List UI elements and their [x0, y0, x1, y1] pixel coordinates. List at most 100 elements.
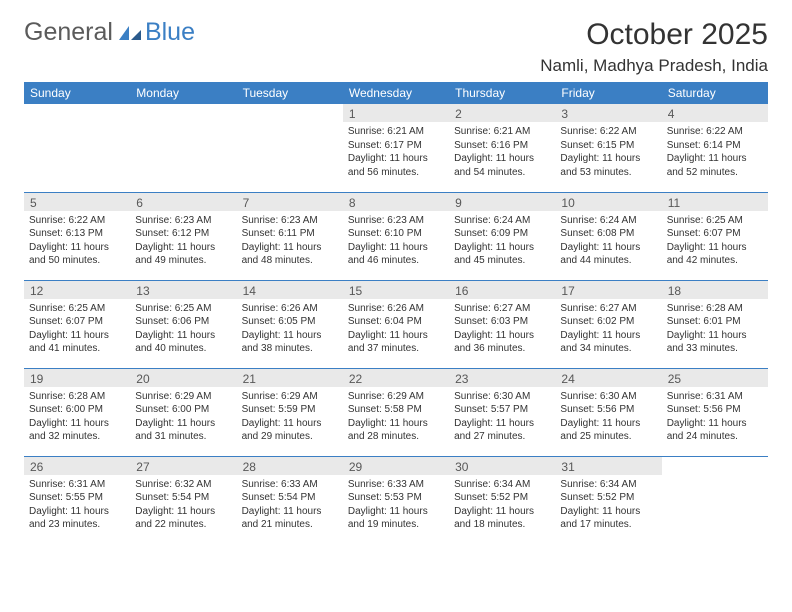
calendar-cell: 21Sunrise: 6:29 AMSunset: 5:59 PMDayligh… [237, 368, 343, 456]
day-number: 14 [237, 281, 343, 299]
calendar-cell: 14Sunrise: 6:26 AMSunset: 6:05 PMDayligh… [237, 280, 343, 368]
day-details: Sunrise: 6:33 AMSunset: 5:53 PMDaylight:… [343, 475, 449, 536]
calendar-week: 5Sunrise: 6:22 AMSunset: 6:13 PMDaylight… [24, 192, 768, 280]
day-number: 8 [343, 193, 449, 211]
day-details: Sunrise: 6:22 AMSunset: 6:14 PMDaylight:… [662, 122, 768, 183]
day-number: 26 [24, 457, 130, 475]
location: Namli, Madhya Pradesh, India [540, 56, 768, 76]
calendar-cell: 30Sunrise: 6:34 AMSunset: 5:52 PMDayligh… [449, 456, 555, 544]
calendar-cell: 9Sunrise: 6:24 AMSunset: 6:09 PMDaylight… [449, 192, 555, 280]
calendar-cell: 10Sunrise: 6:24 AMSunset: 6:08 PMDayligh… [555, 192, 661, 280]
day-details: Sunrise: 6:26 AMSunset: 6:05 PMDaylight:… [237, 299, 343, 360]
day-number: 4 [662, 104, 768, 122]
calendar-cell: 26Sunrise: 6:31 AMSunset: 5:55 PMDayligh… [24, 456, 130, 544]
calendar-cell: 23Sunrise: 6:30 AMSunset: 5:57 PMDayligh… [449, 368, 555, 456]
calendar-cell: 20Sunrise: 6:29 AMSunset: 6:00 PMDayligh… [130, 368, 236, 456]
day-details: Sunrise: 6:21 AMSunset: 6:16 PMDaylight:… [449, 122, 555, 183]
day-header: Wednesday [343, 82, 449, 104]
day-number: 17 [555, 281, 661, 299]
day-number: 24 [555, 369, 661, 387]
day-details: Sunrise: 6:33 AMSunset: 5:54 PMDaylight:… [237, 475, 343, 536]
calendar-cell: 4Sunrise: 6:22 AMSunset: 6:14 PMDaylight… [662, 104, 768, 192]
day-details: Sunrise: 6:27 AMSunset: 6:03 PMDaylight:… [449, 299, 555, 360]
day-number: 31 [555, 457, 661, 475]
day-number: 7 [237, 193, 343, 211]
day-number: 3 [555, 104, 661, 122]
day-details: Sunrise: 6:28 AMSunset: 6:01 PMDaylight:… [662, 299, 768, 360]
logo: General Blue [24, 18, 195, 47]
calendar-cell: 24Sunrise: 6:30 AMSunset: 5:56 PMDayligh… [555, 368, 661, 456]
day-number: 12 [24, 281, 130, 299]
calendar-week: 1Sunrise: 6:21 AMSunset: 6:17 PMDaylight… [24, 104, 768, 192]
day-details: Sunrise: 6:34 AMSunset: 5:52 PMDaylight:… [449, 475, 555, 536]
calendar-cell: 6Sunrise: 6:23 AMSunset: 6:12 PMDaylight… [130, 192, 236, 280]
day-number: 9 [449, 193, 555, 211]
day-number: 11 [662, 193, 768, 211]
calendar-cell: 1Sunrise: 6:21 AMSunset: 6:17 PMDaylight… [343, 104, 449, 192]
calendar-cell: 5Sunrise: 6:22 AMSunset: 6:13 PMDaylight… [24, 192, 130, 280]
calendar-week: 12Sunrise: 6:25 AMSunset: 6:07 PMDayligh… [24, 280, 768, 368]
calendar-cell: 2Sunrise: 6:21 AMSunset: 6:16 PMDaylight… [449, 104, 555, 192]
day-details: Sunrise: 6:29 AMSunset: 5:58 PMDaylight:… [343, 387, 449, 448]
day-header: Saturday [662, 82, 768, 104]
day-details: Sunrise: 6:23 AMSunset: 6:10 PMDaylight:… [343, 211, 449, 272]
day-number: 19 [24, 369, 130, 387]
calendar-cell: 15Sunrise: 6:26 AMSunset: 6:04 PMDayligh… [343, 280, 449, 368]
calendar-cell: 28Sunrise: 6:33 AMSunset: 5:54 PMDayligh… [237, 456, 343, 544]
calendar-cell: 25Sunrise: 6:31 AMSunset: 5:56 PMDayligh… [662, 368, 768, 456]
day-details: Sunrise: 6:21 AMSunset: 6:17 PMDaylight:… [343, 122, 449, 183]
calendar-cell: 16Sunrise: 6:27 AMSunset: 6:03 PMDayligh… [449, 280, 555, 368]
calendar-cell: 19Sunrise: 6:28 AMSunset: 6:00 PMDayligh… [24, 368, 130, 456]
calendar-cell [24, 104, 130, 192]
day-number: 25 [662, 369, 768, 387]
day-details: Sunrise: 6:23 AMSunset: 6:11 PMDaylight:… [237, 211, 343, 272]
calendar-body: 1Sunrise: 6:21 AMSunset: 6:17 PMDaylight… [24, 104, 768, 544]
calendar-cell [130, 104, 236, 192]
day-details: Sunrise: 6:25 AMSunset: 6:07 PMDaylight:… [662, 211, 768, 272]
day-details: Sunrise: 6:34 AMSunset: 5:52 PMDaylight:… [555, 475, 661, 536]
day-number: 18 [662, 281, 768, 299]
day-details: Sunrise: 6:24 AMSunset: 6:08 PMDaylight:… [555, 211, 661, 272]
day-header: Sunday [24, 82, 130, 104]
calendar-cell [662, 456, 768, 544]
day-number: 5 [24, 193, 130, 211]
header: General Blue October 2025 Namli, Madhya … [24, 18, 768, 76]
calendar: SundayMondayTuesdayWednesdayThursdayFrid… [24, 82, 768, 544]
day-number: 10 [555, 193, 661, 211]
calendar-cell: 27Sunrise: 6:32 AMSunset: 5:54 PMDayligh… [130, 456, 236, 544]
day-header: Friday [555, 82, 661, 104]
calendar-cell: 29Sunrise: 6:33 AMSunset: 5:53 PMDayligh… [343, 456, 449, 544]
day-details: Sunrise: 6:22 AMSunset: 6:15 PMDaylight:… [555, 122, 661, 183]
day-details: Sunrise: 6:27 AMSunset: 6:02 PMDaylight:… [555, 299, 661, 360]
calendar-cell: 12Sunrise: 6:25 AMSunset: 6:07 PMDayligh… [24, 280, 130, 368]
day-header: Tuesday [237, 82, 343, 104]
day-number: 22 [343, 369, 449, 387]
calendar-cell: 17Sunrise: 6:27 AMSunset: 6:02 PMDayligh… [555, 280, 661, 368]
calendar-cell [237, 104, 343, 192]
calendar-cell: 31Sunrise: 6:34 AMSunset: 5:52 PMDayligh… [555, 456, 661, 544]
day-details: Sunrise: 6:29 AMSunset: 5:59 PMDaylight:… [237, 387, 343, 448]
day-details: Sunrise: 6:29 AMSunset: 6:00 PMDaylight:… [130, 387, 236, 448]
day-number: 20 [130, 369, 236, 387]
month-title: October 2025 [540, 18, 768, 52]
day-details: Sunrise: 6:32 AMSunset: 5:54 PMDaylight:… [130, 475, 236, 536]
calendar-cell: 3Sunrise: 6:22 AMSunset: 6:15 PMDaylight… [555, 104, 661, 192]
calendar-cell: 7Sunrise: 6:23 AMSunset: 6:11 PMDaylight… [237, 192, 343, 280]
day-number: 2 [449, 104, 555, 122]
day-details: Sunrise: 6:25 AMSunset: 6:06 PMDaylight:… [130, 299, 236, 360]
calendar-week: 26Sunrise: 6:31 AMSunset: 5:55 PMDayligh… [24, 456, 768, 544]
day-header-row: SundayMondayTuesdayWednesdayThursdayFrid… [24, 82, 768, 104]
day-header: Monday [130, 82, 236, 104]
day-header: Thursday [449, 82, 555, 104]
day-number: 13 [130, 281, 236, 299]
day-details: Sunrise: 6:22 AMSunset: 6:13 PMDaylight:… [24, 211, 130, 272]
calendar-week: 19Sunrise: 6:28 AMSunset: 6:00 PMDayligh… [24, 368, 768, 456]
day-number: 29 [343, 457, 449, 475]
day-number: 27 [130, 457, 236, 475]
day-number: 1 [343, 104, 449, 122]
day-number: 30 [449, 457, 555, 475]
day-details: Sunrise: 6:31 AMSunset: 5:56 PMDaylight:… [662, 387, 768, 448]
day-details: Sunrise: 6:25 AMSunset: 6:07 PMDaylight:… [24, 299, 130, 360]
calendar-cell: 8Sunrise: 6:23 AMSunset: 6:10 PMDaylight… [343, 192, 449, 280]
day-number: 23 [449, 369, 555, 387]
